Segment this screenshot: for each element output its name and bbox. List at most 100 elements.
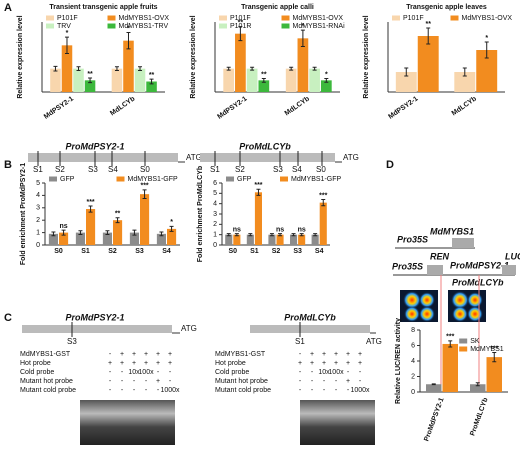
lane-mark: - xyxy=(335,378,338,385)
row-label: MdMYBS1-GST xyxy=(215,351,266,358)
legend-label: TRV xyxy=(57,23,71,30)
error-bar xyxy=(78,230,83,235)
emsa: ProMdPSY2-1 ATG S3 ProMdLCYb ATG S1 xyxy=(22,312,382,445)
bar xyxy=(50,68,61,92)
error-bar xyxy=(299,233,304,237)
lane-mark: + xyxy=(298,360,302,367)
legend-swatch xyxy=(46,15,54,21)
error-bar xyxy=(149,78,154,85)
row-label: Cold probe xyxy=(215,369,249,376)
bar xyxy=(486,357,502,392)
site-ticks xyxy=(214,151,323,166)
error-bar xyxy=(484,41,489,59)
bar xyxy=(61,45,73,92)
legend-label: MdMYBS1-GFP xyxy=(291,176,342,183)
atg: ATG xyxy=(181,324,197,333)
significance: ** xyxy=(87,71,93,78)
bar xyxy=(258,80,270,92)
lane-mark: + xyxy=(156,378,160,385)
site-label: S2 xyxy=(235,165,245,174)
error-bar xyxy=(76,66,81,72)
legend-label: MdMYBS1-TRV xyxy=(119,23,169,30)
legend-swatch xyxy=(280,176,288,182)
x-tick-label: ProMdLCYb xyxy=(469,397,489,437)
error-bar xyxy=(51,231,56,237)
bar xyxy=(113,220,123,245)
significance: ** xyxy=(425,21,431,28)
error-bar xyxy=(426,27,431,45)
y-tick-label: 5 xyxy=(36,180,40,187)
bar xyxy=(319,202,327,245)
significance: * xyxy=(302,23,305,30)
lane-mark: - xyxy=(335,387,338,394)
lane-mark: - xyxy=(121,378,124,385)
lane-mark: + xyxy=(310,360,314,367)
site-label: S4 xyxy=(108,165,118,174)
legend-swatch xyxy=(107,23,116,29)
bar xyxy=(48,233,58,245)
promoter-bar xyxy=(28,153,178,162)
lane-mark: + xyxy=(168,360,172,367)
bar xyxy=(320,80,332,92)
legend-swatch xyxy=(226,176,234,182)
bar xyxy=(254,192,262,245)
legend-swatch xyxy=(46,23,54,29)
panel-label: C xyxy=(4,312,12,324)
promoter-bar xyxy=(200,153,335,162)
blob xyxy=(404,306,420,322)
lane-mark: - xyxy=(145,378,148,385)
bar xyxy=(246,234,254,245)
lane-mark: - xyxy=(109,387,112,394)
bar xyxy=(73,68,84,92)
y-tick-label: 5 xyxy=(213,190,217,197)
promoter-label: Pro35S xyxy=(397,234,428,244)
lane-mark: + xyxy=(322,351,326,358)
promoter-diagram: ProMdPSY2-1 ATG S1 S2 S3 S4 S0 xyxy=(28,141,202,174)
bar xyxy=(167,228,177,245)
legend-label: P101R xyxy=(230,23,251,30)
legend-swatch xyxy=(392,15,400,21)
y-axis-label: Relative LUC/REN activity xyxy=(395,318,402,404)
legend-label: MdMYBS1-OVX xyxy=(293,15,344,22)
diagram-title: ProMdPSY2-1 xyxy=(65,141,124,151)
legend-swatch xyxy=(459,338,468,344)
y-tick-label: 1 xyxy=(36,229,40,236)
site-label: S3 xyxy=(67,337,77,346)
significance: *** xyxy=(254,182,262,189)
lane-mark: - xyxy=(133,387,136,394)
legend-swatch xyxy=(116,176,125,182)
bar xyxy=(246,68,258,92)
lane-mark: - xyxy=(299,369,302,376)
legend-swatch xyxy=(219,15,227,21)
y-tick-label: 4 xyxy=(411,358,415,365)
x-tick-label: MdLCYb xyxy=(451,95,478,117)
y-tick-label: 2 xyxy=(36,217,40,224)
error-bar xyxy=(138,66,143,72)
row-label: Hot probe xyxy=(215,360,246,367)
y-tick-label: 4 xyxy=(36,192,40,199)
lane-mark: + xyxy=(156,351,160,358)
row-label: Mutant hot probe xyxy=(215,378,268,385)
promoter-bar xyxy=(22,325,172,333)
row-label: MdMYBS1-GST xyxy=(20,351,71,358)
significance: ** xyxy=(238,20,244,27)
lane-mark: - xyxy=(311,369,314,376)
site-label: S0 xyxy=(316,165,326,174)
row-label: Mutant hot probe xyxy=(20,378,73,385)
significance: ** xyxy=(149,72,155,79)
lane-mark: - xyxy=(109,351,112,358)
bar xyxy=(309,68,320,92)
gene-box xyxy=(502,265,516,275)
significance: ns xyxy=(276,226,284,233)
site-label: S2 xyxy=(55,165,65,174)
chart-title: Transient transgenic apple fruits xyxy=(49,4,157,11)
gel-image xyxy=(80,400,175,445)
bar xyxy=(426,384,442,392)
error-bar xyxy=(88,77,93,84)
y-tick-label: 4 xyxy=(213,201,217,208)
legend-swatch xyxy=(281,15,290,21)
lane-mark: - xyxy=(109,369,112,376)
gene-label: MdMYBS1 xyxy=(430,226,474,236)
bar xyxy=(311,234,319,245)
